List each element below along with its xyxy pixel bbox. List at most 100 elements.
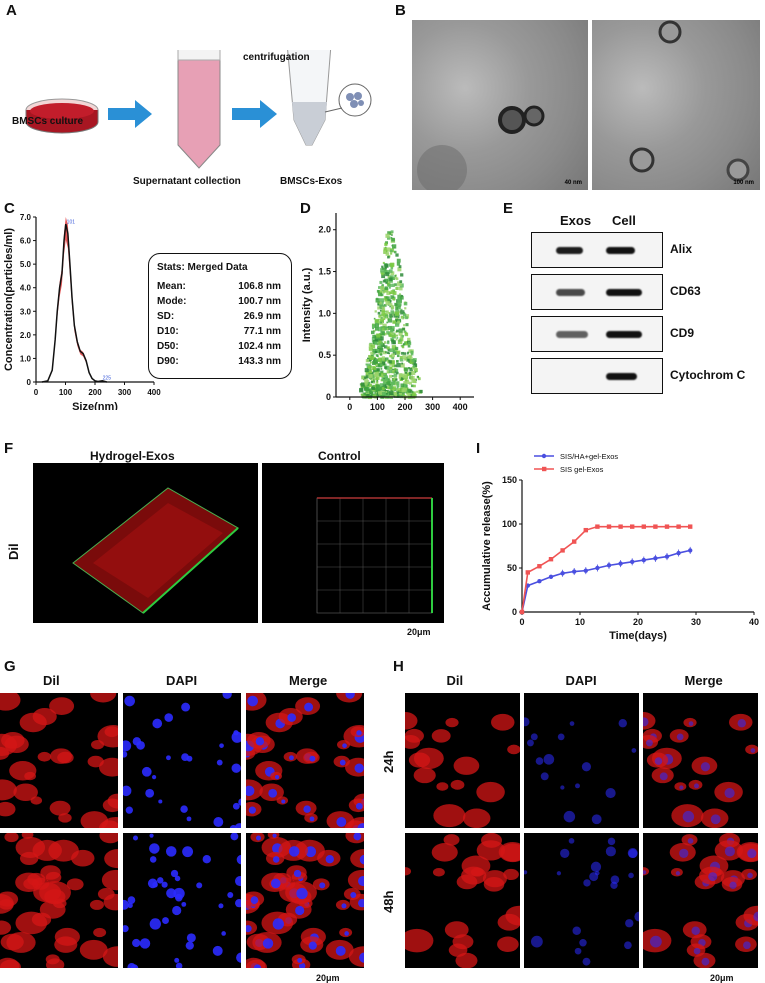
scatter-point xyxy=(394,275,397,278)
scatter-point xyxy=(402,383,407,388)
stat-key: D90: xyxy=(157,356,179,367)
scatter-point xyxy=(396,394,400,398)
column-label: Merge xyxy=(289,673,328,688)
scatter-point xyxy=(390,249,393,253)
scatter-point xyxy=(403,324,406,327)
scatter-point xyxy=(393,321,396,324)
scatter-point xyxy=(385,316,388,319)
scatter-point xyxy=(364,376,367,379)
scatter-point xyxy=(400,335,403,338)
scatter-point xyxy=(391,340,396,345)
x-tick-label: 0 xyxy=(34,388,39,397)
microscopy-image-dil-24h xyxy=(405,693,520,828)
scatter-point xyxy=(389,313,394,318)
scatter-point xyxy=(386,381,391,385)
scatter-point xyxy=(408,381,412,385)
scatter-point xyxy=(388,352,391,355)
scatter-point xyxy=(384,375,389,380)
scatter-point xyxy=(368,383,373,388)
scatter-point xyxy=(381,272,384,276)
scatter-point xyxy=(381,313,385,317)
scatter-point xyxy=(383,377,385,380)
microscopy-image-merge-24h xyxy=(643,693,758,828)
scatter-point xyxy=(363,392,366,396)
scatter-point xyxy=(365,390,369,394)
panel-label-d: D xyxy=(300,200,311,217)
scatter-point xyxy=(387,386,391,390)
scatter-point xyxy=(414,393,417,396)
scatter-point xyxy=(383,247,387,251)
data-point xyxy=(537,579,542,584)
column-cell: Cell xyxy=(612,213,636,228)
scatter-point xyxy=(404,379,410,385)
scatter-point xyxy=(383,359,386,362)
western-blot-strip xyxy=(531,358,663,394)
scatter-point xyxy=(417,377,421,381)
scatter-point xyxy=(379,336,384,341)
scatter-point xyxy=(377,357,382,362)
scatter-point xyxy=(384,357,389,362)
data-point xyxy=(572,539,577,544)
scatter-point xyxy=(369,355,374,361)
scatter-point xyxy=(367,365,371,369)
microscopy-image-dapi-24h xyxy=(524,693,639,828)
x-tick-label: 20 xyxy=(633,617,643,627)
scatter-point xyxy=(399,293,401,295)
scatter-point xyxy=(378,301,382,305)
scatter-point xyxy=(379,309,382,312)
y-tick-label: 4.0 xyxy=(20,284,32,293)
scatter-point xyxy=(408,390,412,394)
scatter-point xyxy=(369,394,373,398)
stat-key: Mode: xyxy=(157,296,187,307)
scatter-point xyxy=(392,371,395,374)
scatter-point xyxy=(390,230,394,234)
scatter-point xyxy=(392,351,397,355)
data-point xyxy=(525,570,530,575)
scatter-point xyxy=(376,381,379,384)
scatter-point xyxy=(388,369,393,374)
scatter-point xyxy=(375,338,379,342)
scatter-point xyxy=(380,316,383,319)
scatter-point xyxy=(390,360,395,365)
scatter-point xyxy=(379,372,384,378)
scatter-point xyxy=(378,340,382,344)
scatter-point xyxy=(380,370,384,374)
scatter-point xyxy=(398,328,403,333)
scatter-point xyxy=(402,343,406,346)
scatter-point xyxy=(399,286,403,291)
scatter-point xyxy=(396,362,401,368)
scatter-point xyxy=(374,372,379,377)
scatter-point xyxy=(379,353,383,356)
stat-value: 26.9 nm xyxy=(243,311,281,322)
data-point xyxy=(641,557,646,563)
scatter-point xyxy=(374,318,379,323)
scale-bar-label: 40 nm xyxy=(564,180,582,186)
scatter-point xyxy=(384,314,389,318)
scatter-point xyxy=(393,392,398,396)
scatter-point xyxy=(411,390,414,394)
scatter-point xyxy=(383,363,387,367)
scatter-point xyxy=(385,333,387,335)
scatter-point xyxy=(383,345,388,349)
scatter-point xyxy=(367,385,370,388)
scatter-point xyxy=(389,366,393,370)
scatter-point xyxy=(392,244,397,249)
data-point xyxy=(583,568,588,573)
scatter-point xyxy=(369,361,372,364)
scatter-point xyxy=(386,341,390,345)
scatter-point xyxy=(394,302,398,307)
scatter-point xyxy=(368,369,373,373)
x-tick-label: 200 xyxy=(88,388,102,397)
scatter-point xyxy=(406,352,409,355)
scatter-point xyxy=(404,371,408,374)
scatter-point xyxy=(395,334,398,337)
scatter-point xyxy=(411,370,416,376)
y-tick-label: 3.0 xyxy=(20,307,32,316)
scatter-point xyxy=(372,358,376,362)
data-point xyxy=(519,609,525,615)
legend-label: SIS/HA+gel-Exos xyxy=(560,452,618,461)
scatter-point xyxy=(374,341,378,345)
scatter-point xyxy=(372,341,376,344)
scatter-point xyxy=(411,360,417,365)
scatter-point xyxy=(381,361,386,366)
